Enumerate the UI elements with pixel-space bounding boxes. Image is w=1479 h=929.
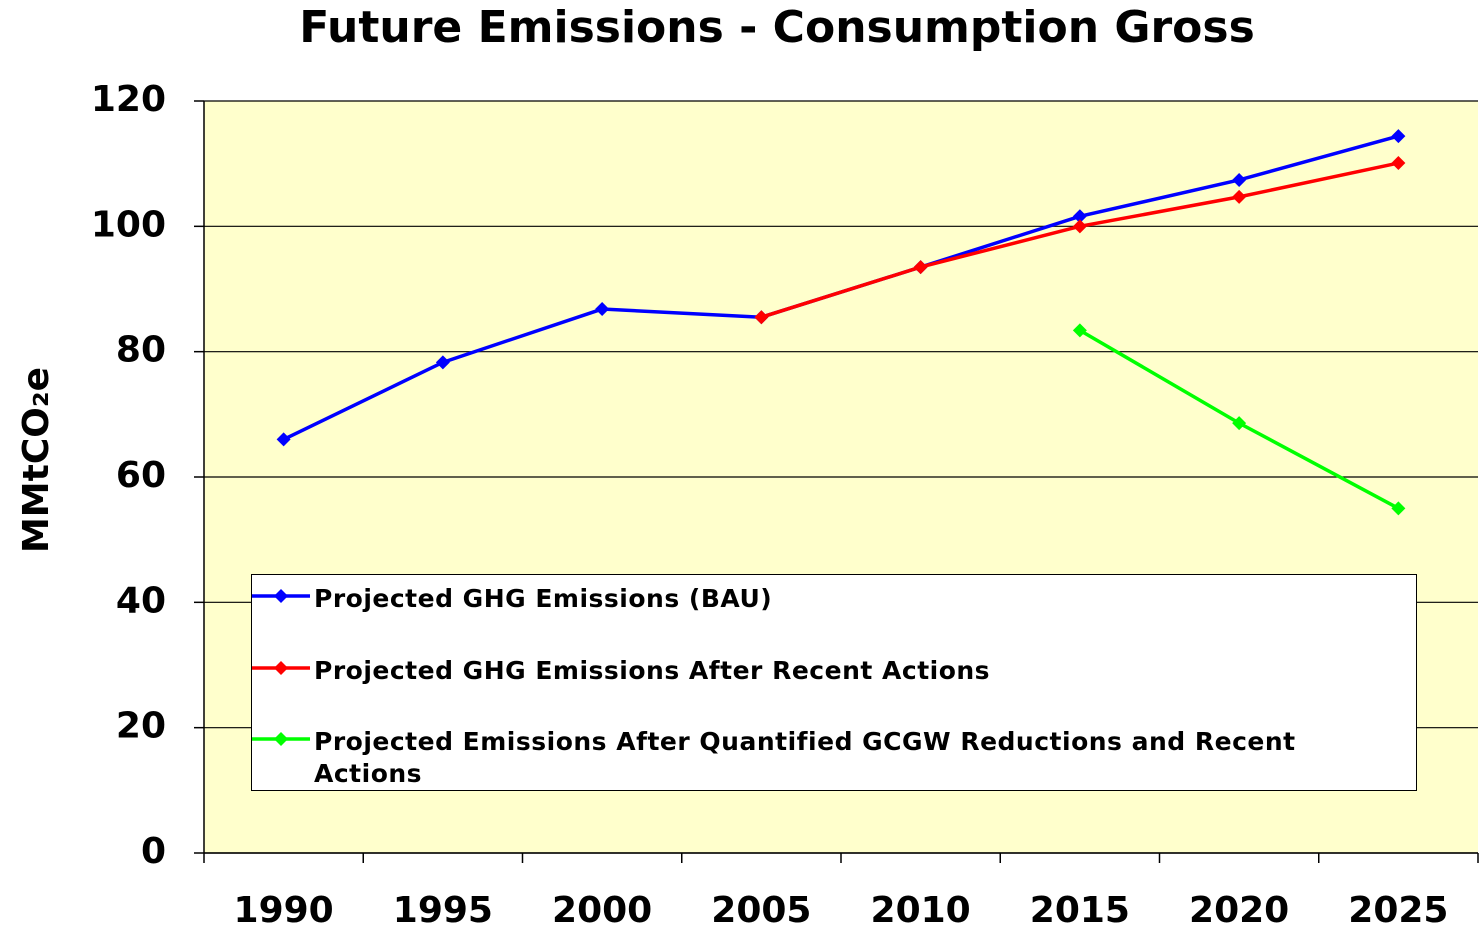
marker <box>1232 172 1247 187</box>
legend-swatch <box>252 589 310 603</box>
y-tick-label: 0 <box>141 831 166 872</box>
marker <box>276 432 291 447</box>
x-tick-label: 2020 <box>1189 890 1289 929</box>
legend-swatch <box>252 732 310 746</box>
x-tick-label: 2000 <box>552 890 652 929</box>
legend-swatch <box>252 661 310 675</box>
legend-entry: Projected Emissions After Quantified GCG… <box>252 726 1334 790</box>
marker <box>754 310 769 325</box>
x-tick-label: 2025 <box>1348 890 1448 929</box>
y-axis-label: MMtCO₂e <box>16 367 57 553</box>
legend-label: Projected Emissions After Quantified GCG… <box>314 727 1296 788</box>
x-tick-label: 2005 <box>711 890 811 929</box>
marker <box>1232 189 1247 204</box>
chart-title: Future Emissions - Consumption Gross <box>299 2 1255 53</box>
legend-marker <box>274 661 288 675</box>
marker <box>595 302 610 317</box>
legend-label: Projected GHG Emissions (BAU) <box>314 584 773 613</box>
legend-marker <box>274 732 288 746</box>
marker <box>1072 219 1087 234</box>
marker <box>1391 501 1406 516</box>
x-tick-label: 2015 <box>1030 890 1130 929</box>
marker <box>1391 156 1406 171</box>
y-tick-label: 20 <box>116 706 166 747</box>
x-tick-label: 2010 <box>871 890 971 929</box>
marker <box>1072 209 1087 224</box>
y-tick-label: 80 <box>116 330 166 371</box>
marker <box>1232 416 1247 431</box>
y-tick-label: 120 <box>91 79 166 120</box>
x-tick-label: 1990 <box>234 890 334 929</box>
y-tick-label: 100 <box>91 204 166 245</box>
legend-entry: Projected GHG Emissions (BAU) <box>252 583 1334 615</box>
legend-entry: Projected GHG Emissions After Recent Act… <box>252 655 1334 687</box>
legend: Projected GHG Emissions (BAU) Projected G… <box>251 574 1417 791</box>
marker <box>913 260 928 275</box>
y-tick-label: 60 <box>116 455 166 496</box>
legend-marker <box>274 589 288 603</box>
legend-label: Projected GHG Emissions After Recent Act… <box>314 656 991 685</box>
x-tick-label: 1995 <box>393 890 493 929</box>
marker <box>1391 129 1406 144</box>
marker <box>435 355 450 370</box>
y-tick-label: 40 <box>116 580 166 621</box>
marker <box>1072 323 1087 338</box>
